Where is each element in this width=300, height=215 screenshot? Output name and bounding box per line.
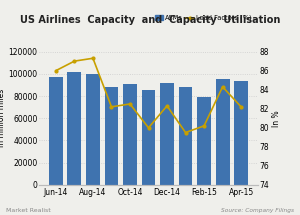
Bar <box>123 84 137 185</box>
Bar <box>49 77 63 185</box>
Bar <box>142 91 155 185</box>
Bar <box>197 97 211 185</box>
Legend: ASMs, Load Factors (%): ASMs, Load Factors (%) <box>152 12 255 24</box>
Bar <box>86 74 100 185</box>
Bar <box>104 87 118 185</box>
Text: US Airlines  Capacity  and  Capacity  Utilisation: US Airlines Capacity and Capacity Utilis… <box>20 15 280 25</box>
Bar <box>234 81 248 185</box>
Text: Source: Company Filings: Source: Company Filings <box>221 208 294 213</box>
Y-axis label: In %: In % <box>272 110 281 127</box>
Y-axis label: In million miles: In million miles <box>0 89 6 147</box>
Bar <box>216 79 230 185</box>
Bar <box>160 83 174 185</box>
Text: Market Realist: Market Realist <box>6 208 51 213</box>
Bar <box>68 72 81 185</box>
Bar <box>178 87 193 185</box>
